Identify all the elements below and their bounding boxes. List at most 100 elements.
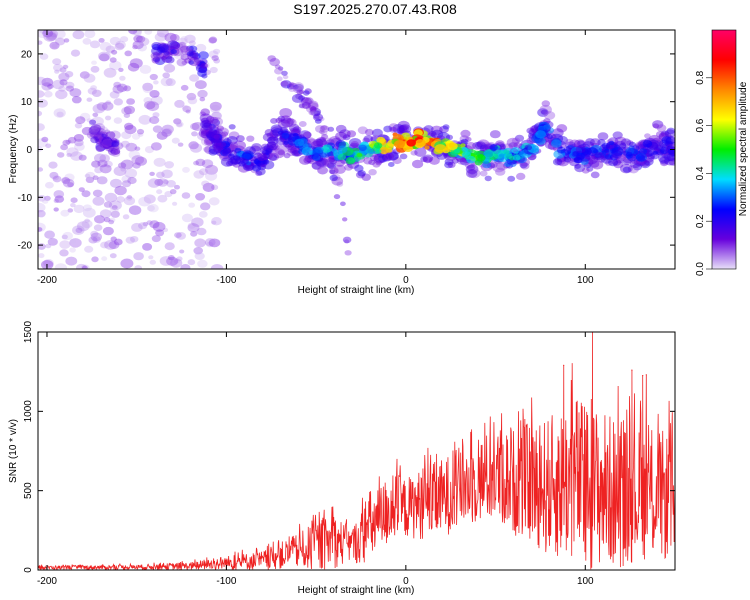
- heatmap-cell: [142, 243, 153, 251]
- heatmap-cell: [358, 144, 367, 151]
- heatmap-cell: [269, 58, 281, 67]
- heatmap-cell: [286, 118, 295, 125]
- heatmap-cell: [551, 128, 564, 138]
- heatmap-cell: [96, 176, 108, 185]
- heatmap-cell: [104, 139, 112, 145]
- heatmap-cell: [396, 127, 406, 134]
- heatmap-cell: [209, 130, 221, 139]
- heatmap-cell: [474, 141, 486, 150]
- heatmap-cell: [272, 136, 279, 141]
- heatmap-cell: [113, 166, 127, 177]
- heatmap-cell: [81, 219, 93, 229]
- heatmap-cell: [49, 30, 59, 38]
- heatmap-cell: [177, 37, 188, 46]
- heatmap-cell: [166, 180, 176, 188]
- heatmap-cell: [86, 97, 93, 102]
- heatmap-cell: [282, 74, 289, 80]
- heatmap-cell: [312, 113, 324, 122]
- heatmap-cell: [160, 45, 169, 51]
- heatmap-cell: [442, 124, 450, 130]
- heatmap-cell: [120, 258, 134, 269]
- heatmap-cell: [97, 139, 106, 147]
- heatmap-cell: [47, 84, 54, 89]
- heatmap-cell: [208, 132, 218, 140]
- heatmap-cell: [74, 122, 83, 129]
- heatmap-cell: [574, 163, 586, 173]
- heatmap-cell: [150, 95, 163, 106]
- heatmap-cell: [161, 128, 172, 137]
- heatmap-cell: [187, 259, 196, 266]
- heatmap-cell: [189, 143, 203, 153]
- heatmap-cell: [314, 118, 322, 124]
- heatmap-cell: [211, 148, 221, 156]
- heatmap-cell: [620, 138, 632, 147]
- heatmap-cell: [94, 215, 105, 224]
- heatmap-cell: [398, 124, 412, 134]
- heatmap-cell: [167, 40, 179, 49]
- heatmap-cell: [263, 156, 269, 161]
- heatmap-cell: [661, 153, 668, 158]
- heatmap-cell: [204, 129, 213, 136]
- heatmap-cell: [82, 38, 92, 45]
- heatmap-cell: [211, 217, 222, 226]
- heatmap-cell: [91, 116, 104, 127]
- heatmap-cell: [44, 230, 55, 239]
- heatmap-cell: [180, 53, 190, 61]
- heatmap-cell: [100, 134, 110, 141]
- heatmap-cell: [397, 120, 410, 131]
- heatmap-cell: [116, 196, 125, 203]
- heatmap-cell: [511, 137, 521, 145]
- heatmap-cell: [541, 100, 550, 107]
- heatmap-cell: [554, 156, 566, 166]
- heatmap-cell: [104, 240, 117, 250]
- heatmap-cell: [78, 154, 87, 161]
- heatmap-cell: [328, 156, 336, 163]
- heatmap-cell: [129, 30, 143, 36]
- heatmap-cell: [613, 160, 624, 169]
- heatmap-cell: [383, 125, 393, 133]
- heatmap-cell: [105, 144, 115, 152]
- heatmap-cell: [375, 160, 383, 166]
- heatmap-cell: [565, 138, 574, 146]
- heatmap-cell: [461, 151, 471, 159]
- heatmap-cell: [99, 164, 112, 174]
- heatmap-cell: [167, 255, 175, 261]
- heatmap-cell: [205, 164, 218, 175]
- heatmap-cell: [212, 143, 219, 149]
- heatmap-cell: [203, 122, 212, 129]
- heatmap-cell: [118, 67, 124, 72]
- heatmap-cell: [90, 124, 102, 133]
- heatmap-cell: [90, 230, 99, 238]
- heatmap-cell: [468, 169, 476, 175]
- heatmap-cell: [71, 96, 82, 104]
- heatmap-cell: [363, 157, 373, 165]
- heatmap-cell: [149, 90, 160, 98]
- heatmap-cell: [196, 227, 207, 236]
- heatmap-cell: [174, 184, 180, 190]
- heatmap-cell: [156, 171, 165, 179]
- heatmap-cell: [305, 105, 316, 113]
- heatmap-cell: [539, 104, 552, 115]
- heatmap-cell: [585, 138, 595, 146]
- heatmap-cell: [277, 130, 284, 135]
- heatmap-cell: [208, 238, 221, 248]
- heatmap-cell: [304, 97, 314, 105]
- heatmap-cell: [208, 125, 214, 130]
- heatmap-cell: [64, 173, 75, 182]
- heatmap-cell: [179, 249, 185, 254]
- heatmap-cell: [198, 66, 208, 74]
- heatmap-cell: [535, 130, 546, 139]
- heatmap-cell: [95, 137, 105, 145]
- heatmap-cell: [92, 103, 106, 114]
- heatmap-cell: [207, 120, 213, 125]
- heatmap-cell: [593, 149, 599, 154]
- heatmap-cell: [38, 146, 43, 152]
- heatmap-cell: [207, 131, 213, 136]
- heatmap-cell: [79, 71, 90, 79]
- heatmap-cell: [158, 42, 170, 52]
- heatmap-cell: [133, 35, 143, 43]
- heatmap-cell: [208, 133, 220, 143]
- heatmap-cell: [369, 154, 379, 162]
- heatmap-cell: [292, 85, 303, 94]
